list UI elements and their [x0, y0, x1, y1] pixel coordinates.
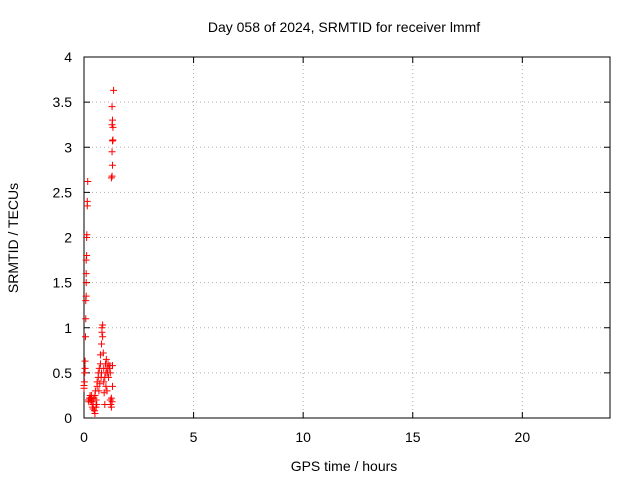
- y-tick-label: 0: [64, 410, 72, 426]
- data-point: [99, 321, 107, 329]
- data-point: [105, 373, 113, 381]
- grid-lines: [84, 57, 610, 418]
- data-point: [82, 333, 90, 341]
- data-point: [107, 403, 115, 411]
- y-tick-label: 1: [64, 320, 72, 336]
- data-point: [82, 292, 90, 300]
- data-point: [83, 197, 91, 205]
- data-point: [98, 340, 106, 348]
- y-tick-label: 3: [64, 139, 72, 155]
- data-point: [83, 252, 91, 260]
- y-axis-title: SRMTID / TECUs: [5, 183, 21, 293]
- data-point: [107, 174, 115, 182]
- data-point: [82, 315, 90, 323]
- data-point: [93, 400, 101, 408]
- data-point: [104, 360, 112, 368]
- x-axis-title: GPS time / hours: [291, 458, 398, 474]
- data-point: [83, 231, 91, 239]
- data-point: [108, 382, 116, 390]
- x-tick-label: 15: [405, 429, 421, 445]
- data-point: [107, 394, 115, 402]
- plot-area-frame: [83, 56, 611, 419]
- data-point: [110, 86, 118, 94]
- data-point: [95, 387, 103, 395]
- data-point: [92, 396, 100, 404]
- data-point: [108, 148, 116, 156]
- data-point: [82, 270, 90, 278]
- data-point: [81, 357, 89, 365]
- data-point: [99, 333, 107, 341]
- data-point: [108, 362, 116, 370]
- data-point: [102, 382, 110, 390]
- data-point: [108, 116, 116, 124]
- y-tick-label: 2.5: [53, 184, 73, 200]
- data-point: [100, 389, 108, 397]
- data-point: [99, 349, 107, 357]
- data-point: [103, 387, 111, 395]
- data-point: [108, 172, 116, 180]
- y-tick-label: 3.5: [53, 94, 73, 110]
- data-point: [96, 380, 104, 388]
- y-tick-label: 2: [64, 230, 72, 246]
- data-point: [109, 123, 117, 131]
- data-point: [109, 136, 117, 144]
- x-tick-label: 20: [515, 429, 531, 445]
- x-axis-ticks: 0 5 10 15 20: [80, 57, 530, 445]
- data-point: [108, 161, 116, 169]
- data-points: [80, 86, 118, 417]
- data-point: [108, 103, 116, 111]
- data-point: [108, 398, 116, 406]
- data-point: [106, 369, 114, 377]
- y-tick-label: 4: [64, 49, 72, 65]
- data-point: [101, 400, 109, 408]
- y-tick-label: 1.5: [53, 275, 73, 291]
- x-tick-label: 10: [295, 429, 311, 445]
- data-point: [82, 279, 90, 287]
- data-point: [80, 378, 88, 386]
- data-point: [91, 409, 99, 417]
- data-point: [100, 378, 108, 386]
- y-tick-label: 0.5: [53, 365, 73, 381]
- x-tick-label: 0: [80, 429, 88, 445]
- data-point: [81, 364, 89, 372]
- data-point: [102, 355, 110, 363]
- data-point: [96, 351, 104, 359]
- chart-title: Day 058 of 2024, SRMTID for receiver lmm…: [208, 19, 480, 35]
- data-point: [89, 405, 97, 413]
- data-point: [84, 178, 92, 186]
- x-tick-label: 5: [190, 429, 198, 445]
